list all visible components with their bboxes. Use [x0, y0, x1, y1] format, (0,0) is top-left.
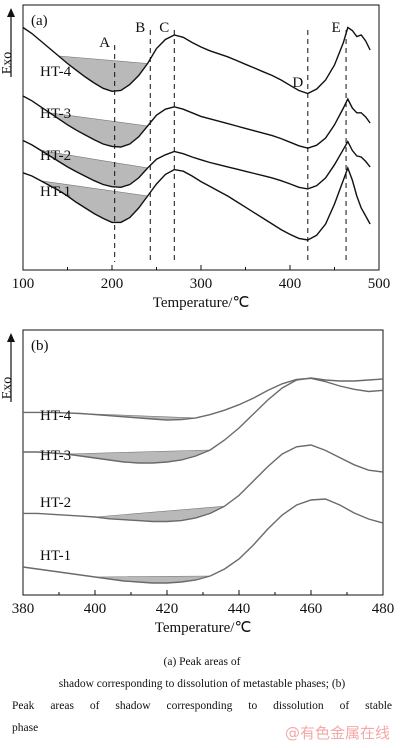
- panel-label: (b): [31, 338, 49, 354]
- plot-frame: [22, 329, 384, 596]
- caption-line-3: Peak areas of shadow corresponding to di…: [12, 700, 392, 712]
- series-label-ht-3: HT-3: [40, 448, 71, 464]
- exo-arrow-head: [7, 8, 15, 17]
- series-line-ht-1: [22, 498, 384, 584]
- x-tick-label: 400: [84, 601, 107, 617]
- x-tick-label: 200: [101, 276, 124, 292]
- panel-label: (a): [31, 13, 48, 29]
- series-label-ht-4: HT-4: [40, 64, 72, 80]
- series-label-ht-1: HT-1: [40, 184, 71, 200]
- x-tick-label: 100: [12, 276, 35, 292]
- shaded-area-ht-4: [57, 55, 149, 92]
- exo-arrow-head: [7, 333, 15, 342]
- x-tick-label: 440: [228, 601, 251, 617]
- y-axis-label: Exo: [0, 52, 15, 75]
- series-line-ht-3: [23, 377, 384, 464]
- series-line-ht-3: [22, 95, 371, 149]
- series-line-ht-1: [22, 165, 371, 241]
- series-label-ht-2: HT-2: [40, 148, 71, 164]
- series-label-ht-3: HT-3: [40, 106, 71, 122]
- x-tick-label: 460: [300, 601, 323, 617]
- series-label-ht-1: HT-1: [40, 548, 71, 564]
- annotation-label-b: B: [135, 20, 145, 36]
- x-tick-label: 480: [372, 601, 395, 617]
- caption-line-4: phase: [12, 722, 39, 734]
- x-tick-label: 420: [156, 601, 179, 617]
- x-tick-label: 380: [12, 601, 35, 617]
- caption-line-2: shadow corresponding to dissolution of m…: [58, 678, 346, 690]
- panel-a: 100 200 300 400 500 Temperature/℃ (a) Exo HT-4 HT…: [0, 4, 391, 311]
- x-tick-label: 400: [279, 276, 302, 292]
- series-label-ht-4: HT-4: [40, 408, 72, 424]
- series-line-ht-4: [22, 26, 371, 95]
- x-tick-label: 500: [368, 276, 391, 292]
- annotation-label-d: D: [292, 75, 303, 91]
- x-tick-label: 300: [190, 276, 213, 292]
- x-axis-label: Temperature/℃: [153, 295, 250, 311]
- annotation-label-e: E: [331, 20, 340, 36]
- series-line-ht-2: [23, 444, 384, 523]
- figure: 100 200 300 400 500 Temperature/℃ (a) Exo HT-4 HT…: [0, 4, 395, 636]
- series-line-ht-4: [23, 377, 384, 421]
- series-line-ht-2: [22, 139, 371, 190]
- annotation-label-c: C: [159, 20, 169, 36]
- watermark: @有色金属在线: [284, 724, 390, 742]
- series-label-ht-2: HT-2: [40, 495, 71, 511]
- x-axis-label: Temperature/℃: [155, 620, 252, 636]
- annotation-label-a: A: [99, 35, 110, 51]
- y-axis-label: Exo: [0, 377, 15, 400]
- panel-b: 380 400 420 440 460 480 Temperature/℃ (b) Exo HT-…: [0, 329, 395, 636]
- caption-line-1: (a) Peak areas of: [163, 656, 241, 668]
